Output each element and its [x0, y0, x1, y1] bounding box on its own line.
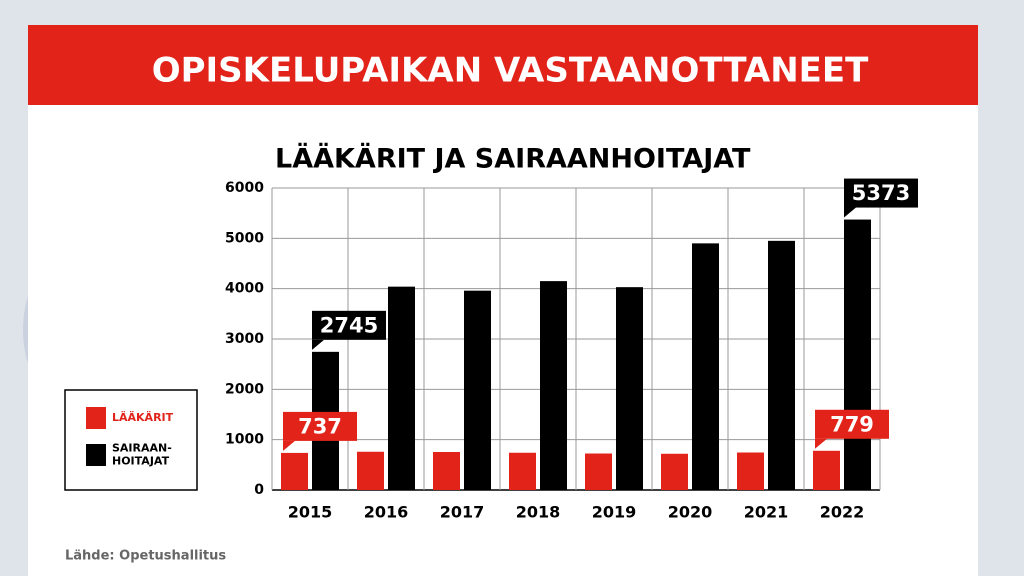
value-label: 737: [298, 414, 342, 438]
bar: [540, 281, 567, 490]
y-tick-label: 5000: [225, 230, 264, 246]
bar: [388, 286, 415, 490]
value-label-box: [815, 409, 889, 439]
bar: [737, 452, 764, 490]
legend-box: [64, 389, 198, 491]
y-tick-label: 3000: [225, 331, 264, 347]
value-label: 779: [830, 412, 874, 436]
bar: [281, 452, 308, 490]
value-label-box: [312, 310, 386, 340]
legend-swatch: [86, 407, 106, 429]
y-tick-label: 0: [254, 482, 264, 498]
legend-label-line: SAIRAAN-: [112, 442, 172, 455]
x-tick-label: 2020: [668, 503, 713, 522]
y-tick-label: 2000: [225, 381, 264, 397]
bar: [768, 240, 795, 490]
chart-subtitle: LÄÄKÄRIT JA SAIRAANHOITAJAT: [275, 143, 751, 175]
legend-label: LÄÄKÄRIT: [112, 410, 174, 424]
source: Lähde: Opetushallitus: [65, 549, 226, 564]
value-label: 2745: [320, 313, 378, 337]
panel: [28, 25, 978, 576]
value-label: 5373: [852, 181, 910, 205]
title-banner: [28, 25, 978, 105]
value-label-tail: [844, 207, 856, 218]
bar: [464, 290, 491, 490]
legend-label-line: HOITAJAT: [112, 455, 170, 468]
x-tick-label: 2019: [592, 503, 637, 522]
x-tick-label: 2018: [516, 503, 561, 522]
bar: [433, 451, 460, 490]
x-tick-label: 2015: [288, 503, 333, 522]
bar: [813, 450, 840, 490]
value-label-tail: [815, 438, 827, 449]
bar: [585, 453, 612, 490]
chart-title: OPISKELUPAIKAN VASTAANOTTANEET: [152, 51, 869, 91]
legend-label: SAIRAAN-HOITAJAT: [112, 442, 172, 468]
x-tick-label: 2021: [744, 503, 789, 522]
x-tick-label: 2022: [820, 503, 865, 522]
y-tick-label: 6000: [225, 180, 264, 196]
bar: [509, 452, 536, 490]
bar: [616, 287, 643, 490]
bar: [844, 219, 871, 490]
value-label-tail: [283, 440, 295, 451]
x-tick-label: 2016: [364, 503, 409, 522]
legend-swatch: [86, 444, 106, 466]
legend-label-line: LÄÄKÄRIT: [112, 410, 174, 424]
y-tick-label: 4000: [225, 281, 264, 297]
value-label-tail: [312, 339, 324, 350]
x-tick-label: 2017: [440, 503, 485, 522]
y-tick-label: 1000: [225, 432, 264, 448]
value-label-box: [283, 411, 357, 441]
value-label-box: [844, 178, 918, 208]
bar: [692, 243, 719, 490]
bar: [661, 453, 688, 490]
bar: [357, 451, 384, 490]
